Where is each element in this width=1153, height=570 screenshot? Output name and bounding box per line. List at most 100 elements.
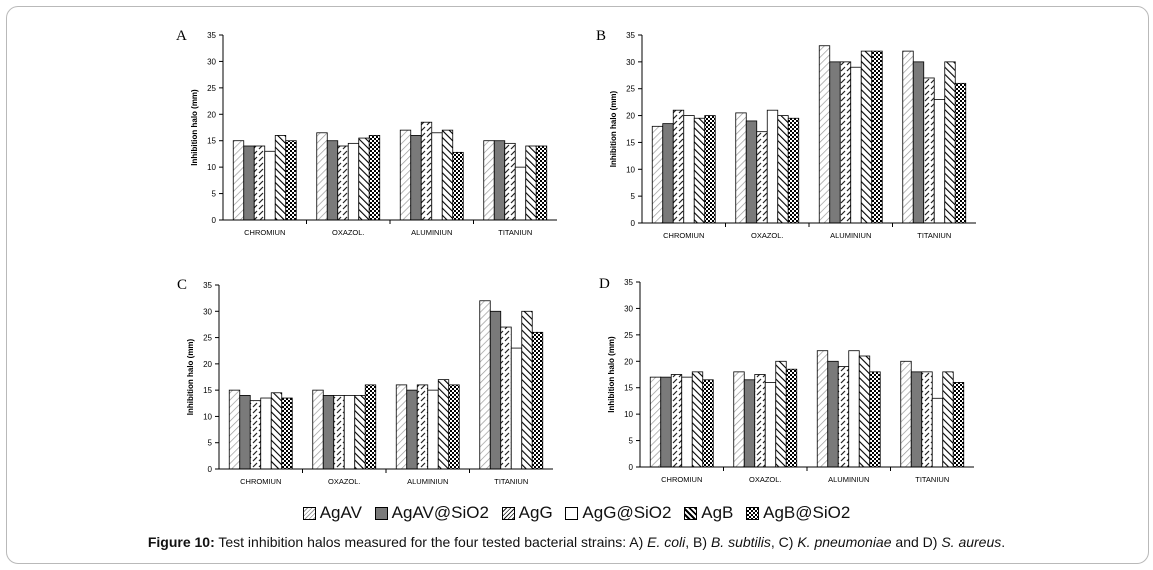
bar-b-titaniun-agav-sio2 — [912, 61, 925, 224]
panel-letter-d: D — [599, 276, 610, 292]
bar-c-titaniun-agav-sio2 — [489, 310, 502, 470]
bar-c-aluminiun-agg — [416, 384, 429, 470]
y-tick-label-b-30: 30 — [626, 58, 635, 67]
y-axis-label-d: Inhibition halo (mm) — [607, 336, 616, 413]
bar-a-aluminiun-agb-sio2 — [452, 151, 464, 221]
legend-item-agb-sio2: AgB@SiO2 — [746, 503, 850, 523]
y-tick-label-b-15: 15 — [626, 138, 635, 147]
bar-d-oxazol-agg — [754, 374, 766, 468]
bar-b-titaniun-agg — [923, 77, 935, 224]
bar-a-titaniun-agav-sio2 — [493, 140, 506, 221]
y-tick-label-c-35: 35 — [203, 281, 212, 290]
bar-c-chromiun-agb — [270, 392, 283, 470]
y-axis-label-c: Inhibition halo (mm) — [186, 338, 195, 415]
x-tick-label-b-aluminiun: ALUMINIUN — [830, 231, 871, 240]
bar-c-oxazol-agg-sio2 — [343, 394, 356, 470]
y-tick-label-d-5: 5 — [629, 437, 634, 446]
bar-d-titaniun-agb — [942, 371, 954, 468]
y-tick-label-a-25: 25 — [207, 84, 216, 93]
bar-b-chromiun-agav-sio2 — [662, 123, 674, 224]
bar-d-titaniun-agg-sio2 — [931, 397, 944, 468]
panel-letter-c: C — [177, 277, 187, 293]
legend-item-agg-sio2: AgG@SiO2 — [565, 503, 672, 523]
legend-item-agg: AgG — [501, 503, 553, 523]
x-tick-label-d-titaniun: TITANIUN — [915, 475, 949, 484]
bar-a-oxazol-agav — [316, 132, 328, 221]
x-tick-label-c-aluminiun: ALUMINIUN — [407, 477, 448, 486]
bar-b-aluminiun-agav-sio2 — [829, 61, 841, 224]
bar-c-aluminiun-agg-sio2 — [427, 389, 439, 470]
bar-d-aluminiun-agb — [858, 355, 871, 468]
bar-d-aluminiun-agb-sio2 — [869, 371, 881, 468]
bar-d-titaniun-agav-sio2 — [910, 371, 923, 468]
bar-d-chromiun-agg-sio2 — [681, 376, 693, 468]
caption-text-1: Test inhibition halos measured for the f… — [214, 534, 648, 550]
legend-swatch-agav-sio2 — [374, 506, 388, 520]
y-tick-label-c-20: 20 — [203, 360, 212, 369]
x-tick-label-b-oxazol: OXAZOL. — [751, 231, 784, 240]
legend: AgAV AgAV@SiO2 AgG AgG@SiO2 AgB AgB@SiO2 — [0, 503, 1153, 525]
caption-text-4: and D) — [891, 534, 942, 550]
bar-c-titaniun-agb — [521, 310, 533, 470]
bar-c-oxazol-agb-sio2 — [364, 384, 377, 470]
chart-panel-b: B Inhibition halo (mm) 0 5 10 15 20 25 30 35 CHROM… — [596, 28, 976, 240]
bar-b-aluminiun-agg-sio2 — [850, 66, 862, 224]
y-axis-label-a: Inhibition halo (mm) — [190, 89, 199, 166]
bar-b-aluminiun-agb — [860, 50, 873, 224]
bar-a-chromiun-agb — [274, 135, 287, 221]
bar-d-aluminiun-agg-sio2 — [848, 350, 860, 468]
bar-b-aluminiun-agb-sio2 — [871, 50, 883, 224]
bar-d-oxazol-agg-sio2 — [764, 382, 777, 468]
panel-letter-b: B — [596, 28, 606, 44]
bar-c-titaniun-agav — [479, 300, 491, 470]
caption-text-3: , C) — [770, 534, 798, 550]
bar-a-chromiun-agav — [232, 140, 245, 221]
bar-a-chromiun-agb-sio2 — [285, 140, 297, 221]
x-tick-label-a-chromiun: CHROMIUN — [244, 228, 285, 237]
bar-d-aluminiun-agav — [816, 350, 829, 468]
x-tick-label-b-titaniun: TITANIUN — [917, 231, 951, 240]
bar-d-titaniun-agav — [900, 360, 912, 468]
bar-a-aluminiun-agg-sio2 — [431, 132, 443, 221]
y-tick-label-b-35: 35 — [626, 31, 635, 40]
legend-label-agb: AgB — [701, 503, 734, 522]
bar-a-oxazol-agb-sio2 — [368, 135, 381, 221]
bar-c-titaniun-agg-sio2 — [510, 347, 523, 470]
y-tick-label-c-10: 10 — [203, 412, 212, 421]
legend-swatch-agb — [684, 506, 698, 520]
x-tick-label-d-aluminiun: ALUMINIUN — [828, 475, 869, 484]
y-tick-label-d-25: 25 — [624, 331, 633, 340]
x-tick-label-c-oxazol: OXAZOL. — [328, 477, 361, 486]
bar-b-chromiun-agg-sio2 — [683, 115, 695, 224]
legend-item-agb: AgB — [684, 503, 733, 523]
y-tick-label-b-0: 0 — [631, 219, 636, 228]
bar-d-chromiun-agav — [649, 376, 662, 468]
chart-panel-a: A Inhibition halo (mm) 0 5 10 15 20 25 30 35 CHROM… — [176, 28, 557, 237]
y-tick-label-a-15: 15 — [207, 137, 216, 146]
bar-c-chromiun-agb-sio2 — [281, 397, 293, 470]
bar-d-chromiun-agb — [691, 371, 704, 468]
y-tick-label-d-10: 10 — [624, 410, 633, 419]
bar-d-oxazol-agb — [775, 360, 787, 468]
caption-species-3: K. pneumoniae — [797, 534, 892, 550]
bar-c-oxazol-agav — [312, 389, 324, 470]
bar-c-oxazol-agav-sio2 — [322, 394, 335, 470]
y-tick-label-d-15: 15 — [624, 384, 633, 393]
y-tick-label-d-30: 30 — [624, 304, 633, 313]
y-tick-label-c-0: 0 — [208, 465, 213, 474]
bar-a-aluminiun-agav — [399, 129, 412, 221]
bar-d-oxazol-agav — [733, 371, 745, 468]
bar-a-oxazol-agb — [358, 137, 370, 221]
bar-a-oxazol-agav-sio2 — [326, 140, 339, 221]
bar-d-oxazol-agb-sio2 — [785, 368, 798, 468]
x-tick-label-c-chromiun: CHROMIUN — [240, 477, 281, 486]
bar-c-oxazol-agb — [354, 394, 366, 470]
bar-b-titaniun-agb-sio2 — [954, 82, 967, 224]
bar-a-chromiun-agg — [253, 145, 266, 221]
y-tick-label-a-35: 35 — [207, 31, 216, 40]
y-tick-label-b-20: 20 — [626, 112, 635, 121]
y-tick-label-a-20: 20 — [207, 110, 216, 119]
caption-text-5: . — [1001, 534, 1006, 550]
bar-d-aluminiun-agg — [837, 366, 850, 468]
